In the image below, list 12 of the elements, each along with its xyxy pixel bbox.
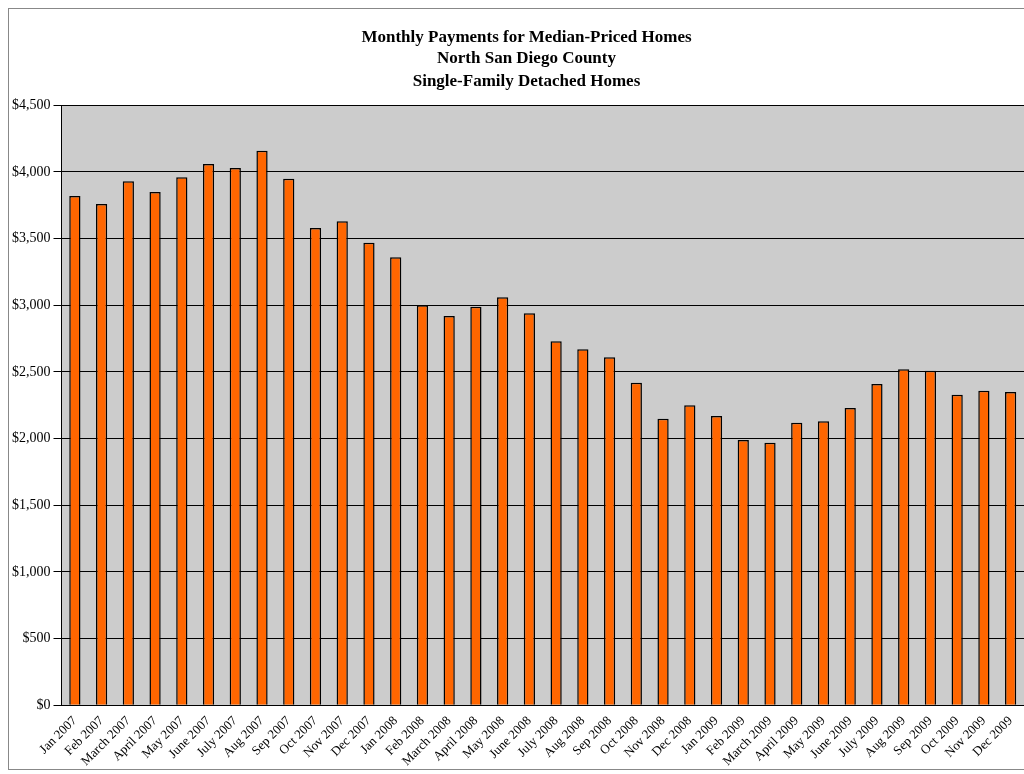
y-tick-label: $500 <box>22 630 51 646</box>
y-tick-label: $1,500 <box>12 496 51 512</box>
y-tick-label: $2,000 <box>12 430 51 446</box>
y-tick-label: $4,000 <box>12 163 51 179</box>
y-tick-label: $0 <box>36 696 51 712</box>
y-tick-label: $4,500 <box>12 96 51 112</box>
y-tick-label: $3,000 <box>12 296 51 312</box>
y-tick-label: $2,500 <box>12 363 51 379</box>
chart-title: Monthly Payments for Median-Priced Homes <box>361 26 692 46</box>
chart-subtitle: North San Diego County Single-Family Detached Homes <box>412 48 641 91</box>
y-tick-label: $1,000 <box>12 563 51 579</box>
y-tick-label: $3,500 <box>12 230 51 246</box>
